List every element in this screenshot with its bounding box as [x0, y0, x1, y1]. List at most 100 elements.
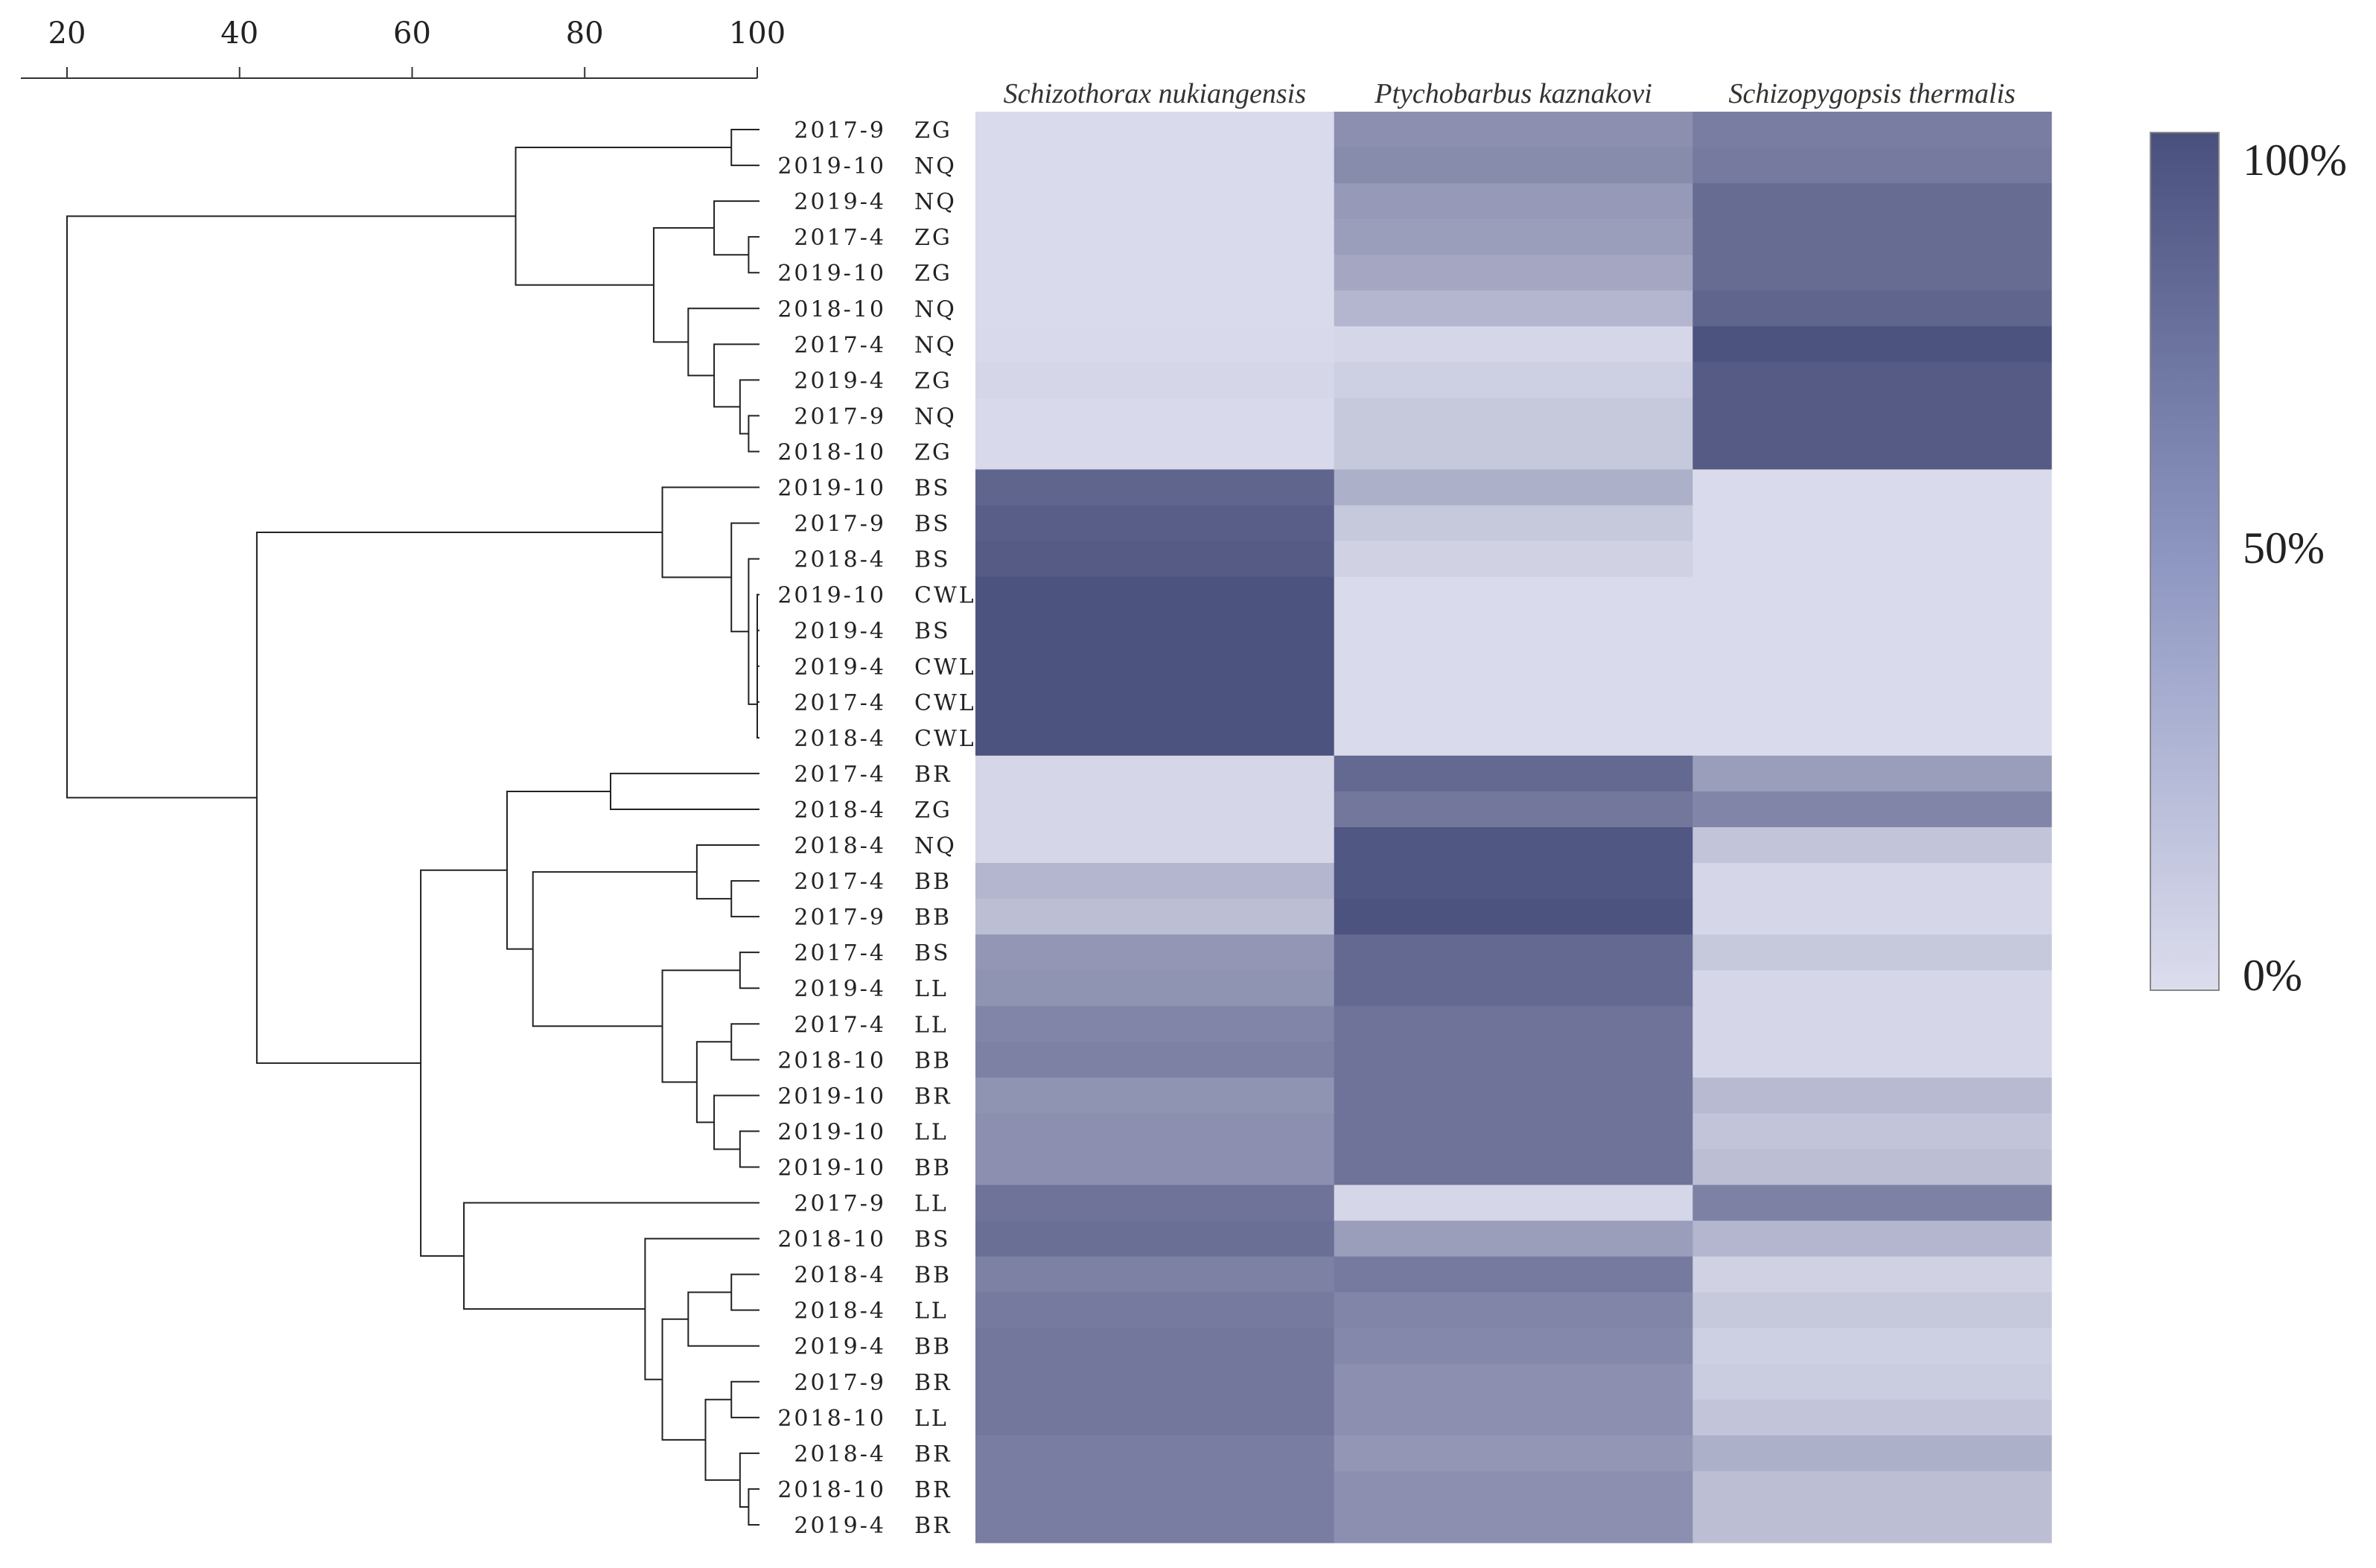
row-label-date: 2017-4	[794, 869, 886, 895]
heatmap-cell	[1334, 1077, 1693, 1114]
heatmap-cell	[1334, 1470, 1693, 1508]
heatmap-cell	[975, 1363, 1335, 1400]
heatmap-cell	[975, 576, 1335, 614]
heatmap-cell	[1692, 1077, 2052, 1114]
row-label-date: 2019-4	[794, 1334, 886, 1360]
heatmap-cell	[975, 433, 1335, 471]
dendrogram-branch	[713, 1094, 759, 1150]
heatmap-cell	[975, 863, 1335, 899]
colorbar: 100% 50% 0%	[2150, 132, 2347, 1000]
row-label-site: LL	[914, 1119, 949, 1145]
row-label-site: NQ	[914, 296, 957, 322]
row-label-site: BB	[914, 1048, 952, 1074]
row-label-site: LL	[914, 1012, 949, 1038]
row-label-date: 2018-4	[794, 547, 886, 573]
row-label-date: 2018-4	[794, 1441, 886, 1467]
heatmap-cell	[975, 1113, 1335, 1150]
row-label-site: CWL	[914, 654, 976, 681]
dendrogram-branch	[730, 129, 759, 167]
row-label-date: 2019-4	[794, 189, 886, 215]
heatmap-cell	[975, 1292, 1335, 1329]
row-label-date: 2019-10	[777, 261, 886, 287]
heatmap-cell	[1334, 1256, 1693, 1293]
heatmap-cell	[975, 255, 1335, 291]
heatmap-cell	[1334, 219, 1693, 255]
row-label-date: 2017-9	[794, 511, 886, 538]
dendrogram-branch	[661, 969, 740, 1083]
row-labels: 2017-9 ZG 2019-10 NQ 2019-4 NQ 2017-4 ZG 2019-10…	[777, 118, 976, 1539]
heatmap-cell	[1334, 755, 1693, 792]
heatmap-cell	[975, 827, 1335, 864]
heatmap-cell	[1692, 1328, 2052, 1365]
dendrogram-branch	[506, 790, 611, 950]
row-label-site: BS	[914, 476, 951, 502]
row-label-site: LL	[914, 976, 949, 1002]
dendrogram-branch	[730, 1023, 759, 1061]
heatmap-cell	[1692, 648, 2052, 685]
row-label-site: NQ	[914, 189, 957, 215]
row-label-site: ZG	[914, 368, 952, 394]
heatmap-cell	[1334, 576, 1693, 614]
dendrogram-branch	[661, 1318, 706, 1441]
heatmap-cell	[1334, 1292, 1693, 1329]
heatmap-cell	[1692, 576, 2052, 614]
heatmap-cell	[1692, 1220, 2052, 1258]
heatmap-cell	[1334, 362, 1693, 398]
row-label-date: 2018-10	[777, 1227, 886, 1253]
dendrogram-branch	[610, 772, 759, 810]
row-label-site: BS	[914, 1227, 951, 1253]
row-label-date: 2018-4	[794, 833, 886, 859]
row-label-site: ZG	[914, 797, 952, 823]
heatmap-cell	[1692, 1256, 2052, 1293]
row-label-date: 2019-4	[794, 368, 886, 394]
row-label-site: LL	[914, 1298, 949, 1325]
heatmap-cell	[1334, 719, 1693, 756]
dendrogram-branch	[739, 1130, 759, 1168]
heatmap-cell	[975, 1399, 1335, 1436]
heatmap-cell	[1692, 612, 2052, 649]
heatmap-cell	[975, 1220, 1335, 1258]
heatmap-cell	[1334, 612, 1693, 649]
row-label-site: ZG	[914, 439, 952, 465]
row-label-site: ZG	[914, 118, 952, 144]
heatmap-cell	[975, 1185, 1335, 1222]
dendrogram-branch	[255, 531, 663, 1064]
heatmap-cell	[1692, 326, 2052, 363]
row-label-site: BR	[914, 1513, 952, 1539]
column-header: Schizopygopsis thermalis	[1729, 78, 2016, 109]
heatmap-cell	[1692, 1363, 2052, 1400]
dendrogram-branch	[687, 307, 759, 377]
heatmap-cell	[1692, 147, 2052, 184]
row-label-site: BB	[914, 1334, 952, 1360]
heatmap-cell	[1692, 755, 2052, 792]
dendrogram-branch	[730, 880, 759, 918]
row-label-site: NQ	[914, 833, 957, 859]
heatmap-cell	[975, 1506, 1335, 1543]
row-label-site: BS	[914, 940, 951, 966]
heatmap-cell	[1334, 683, 1693, 721]
dendrogram-branch	[739, 379, 759, 435]
dendrogram-branch	[463, 1202, 759, 1310]
row-label-site: BB	[914, 1263, 952, 1289]
heatmap-cell	[1334, 791, 1693, 828]
row-label-date: 2017-4	[794, 940, 886, 966]
heatmap-cell	[975, 505, 1335, 542]
row-label-date: 2017-4	[794, 762, 886, 788]
heatmap-cell	[1334, 398, 1693, 435]
axis-tick-label: 100	[729, 16, 786, 51]
dendrogram-branch	[757, 670, 759, 739]
dendrogram-branch	[704, 1398, 740, 1481]
heatmap-cell	[1334, 255, 1693, 291]
dendrogram-branch	[532, 871, 697, 1027]
row-label-date: 2018-10	[777, 1048, 886, 1074]
dendrogram-branch	[739, 1452, 759, 1508]
dendrogram-branch	[713, 343, 759, 408]
row-label-site: NQ	[914, 404, 957, 430]
row-label-site: BR	[914, 1441, 952, 1467]
row-label-date: 2019-10	[777, 1119, 886, 1145]
heatmap-cell	[975, 326, 1335, 363]
heatmap-cell	[1692, 1113, 2052, 1150]
row-label-date: 2019-10	[777, 476, 886, 502]
heatmap-cell	[975, 1042, 1335, 1078]
row-label-date: 2017-4	[794, 332, 886, 358]
